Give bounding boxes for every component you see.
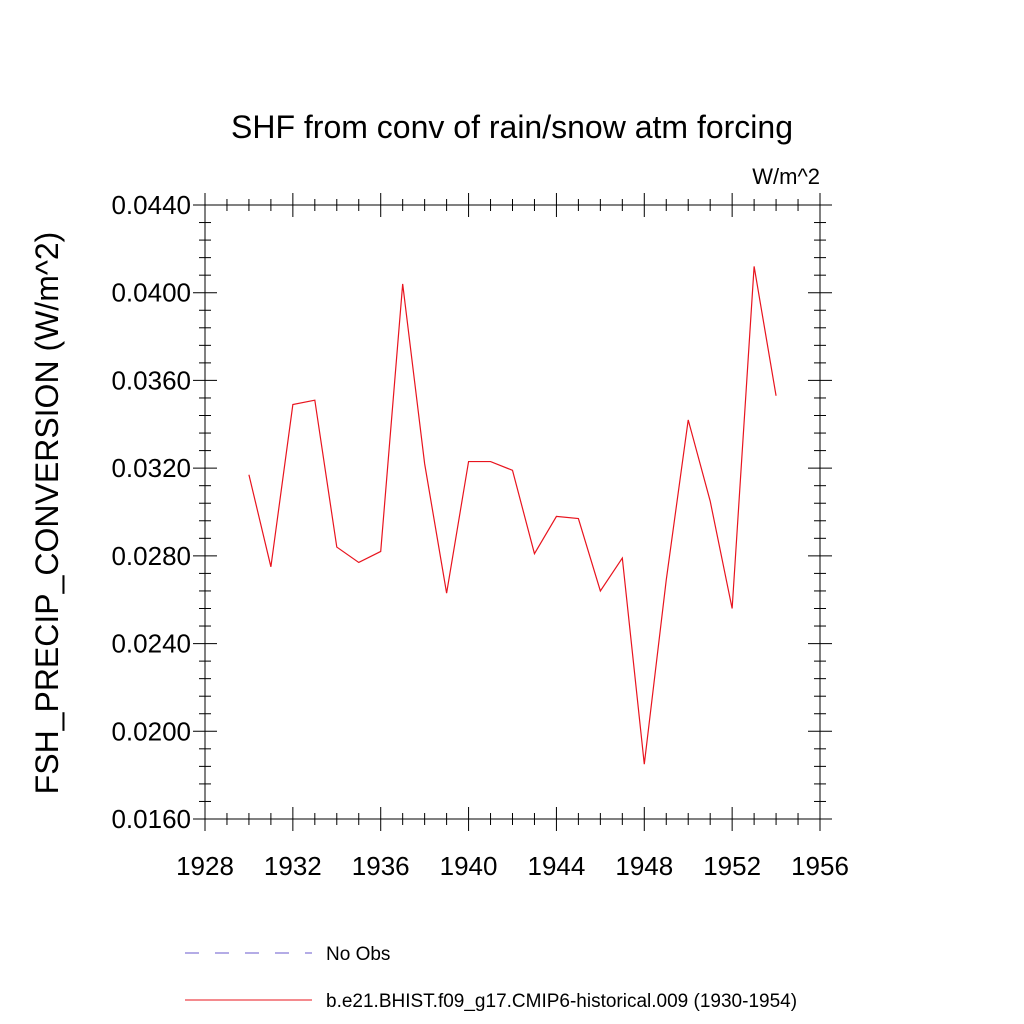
y-tick-label: 0.0440: [111, 190, 191, 220]
x-tick-label: 1952: [703, 851, 761, 881]
x-tick-label: 1948: [615, 851, 673, 881]
y-tick-label: 0.0160: [111, 804, 191, 834]
chart-title: SHF from conv of rain/snow atm forcing: [231, 109, 793, 145]
x-tick-label: 1944: [528, 851, 586, 881]
x-tick-label: 1932: [264, 851, 322, 881]
x-tick-label: 1940: [440, 851, 498, 881]
legend-entry-label: b.e21.BHIST.f09_g17.CMIP6-historical.009…: [326, 991, 797, 1012]
x-tick-label: 1936: [352, 851, 410, 881]
y-tick-labels: 0.0160 0.0200 0.0240 0.0280 0.0320 0.0360 0.04…: [111, 190, 191, 834]
y-tick-label: 0.0320: [111, 453, 191, 483]
plot-frame: [204, 204, 821, 820]
y-tick-label: 0.0200: [111, 716, 191, 746]
series-line-1: [248, 266, 777, 765]
y-tick-label: 0.0280: [111, 541, 191, 571]
legend-entry-label: No Obs: [326, 944, 390, 965]
axis-ticks: [193, 193, 832, 831]
x-tick-label: 1928: [176, 851, 234, 881]
y-tick-label: 0.0240: [111, 629, 191, 659]
x-tick-label: 1956: [791, 851, 849, 881]
legend: No Obs b.e21.BHIST.f09_g17.CMIP6-historic…: [185, 944, 797, 1012]
y-tick-label: 0.0360: [111, 365, 191, 395]
series-layer: [248, 266, 777, 765]
x-tick-labels: 1928 1932 1936 1940 1944 1948 1952 1956: [176, 851, 849, 881]
y-axis-label: FSH_PRECIP_CONVERSION (W/m^2): [29, 232, 65, 795]
units-label: W/m^2: [752, 164, 820, 189]
y-tick-label: 0.0400: [111, 278, 191, 308]
